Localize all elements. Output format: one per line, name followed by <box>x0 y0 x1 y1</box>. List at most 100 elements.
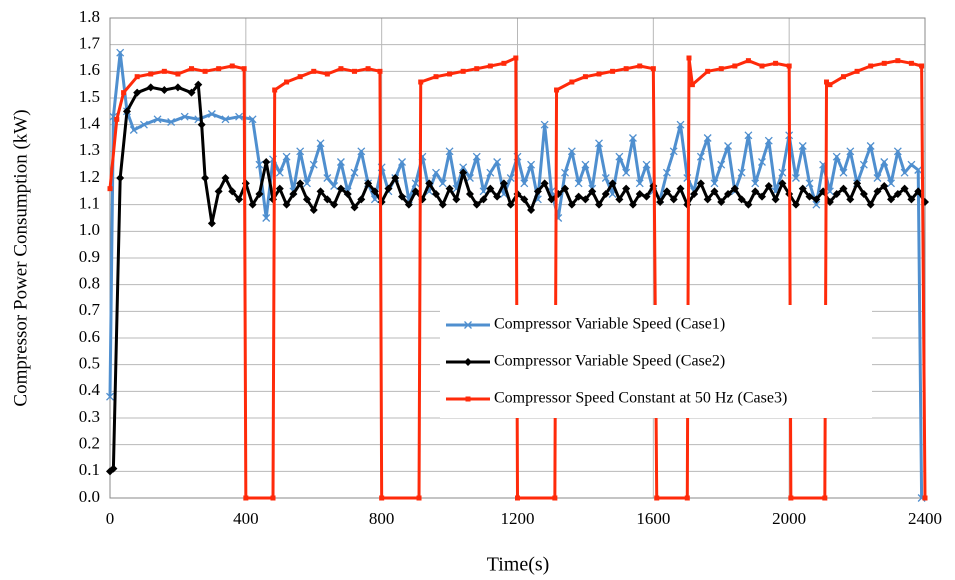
y-tick-label: 0.1 <box>79 460 100 479</box>
marker <box>832 190 841 198</box>
marker <box>696 152 705 161</box>
marker <box>527 206 536 214</box>
marker <box>107 186 113 192</box>
x-tick-label: 800 <box>369 509 395 528</box>
y-tick-label: 1.4 <box>79 114 101 133</box>
marker <box>129 126 138 134</box>
marker <box>839 168 848 177</box>
legend-label: Compressor Variable Speed (Case2) <box>494 353 725 370</box>
marker <box>506 200 515 209</box>
marker <box>866 142 875 150</box>
marker <box>696 179 705 188</box>
marker <box>642 192 651 201</box>
marker <box>109 464 118 473</box>
y-tick-label: 1.3 <box>79 140 100 159</box>
marker <box>513 55 519 61</box>
marker <box>398 192 407 201</box>
y-tick-label: 0.8 <box>79 274 100 293</box>
marker <box>900 184 909 193</box>
marker <box>788 495 794 501</box>
marker <box>914 187 923 196</box>
marker <box>289 190 298 198</box>
marker <box>487 63 493 69</box>
marker <box>662 168 671 177</box>
legend-marker <box>465 396 471 402</box>
marker <box>744 200 753 209</box>
marker <box>635 190 644 198</box>
marker <box>377 68 383 74</box>
marker <box>323 174 332 182</box>
marker <box>114 116 120 122</box>
legend-label: Compressor Speed Constant at 50 Hz (Case… <box>494 390 787 407</box>
marker <box>880 158 889 166</box>
marker <box>207 110 216 118</box>
marker <box>859 160 868 169</box>
marker <box>732 63 738 69</box>
marker <box>552 495 558 501</box>
marker <box>275 168 284 177</box>
marker <box>438 200 447 209</box>
y-tick-label: 1.7 <box>79 34 101 53</box>
marker <box>561 168 570 177</box>
marker <box>106 392 114 401</box>
marker <box>724 142 733 150</box>
marker <box>703 195 712 204</box>
marker <box>445 184 454 193</box>
legend: Compressor Variable Speed (Case1) Compres… <box>440 305 872 418</box>
marker <box>189 66 194 72</box>
marker <box>554 87 560 93</box>
y-tick-label: 0.3 <box>79 407 100 426</box>
marker <box>445 147 454 156</box>
marker <box>689 82 695 88</box>
marker <box>686 55 692 61</box>
marker <box>116 48 125 57</box>
marker <box>676 120 685 129</box>
marker <box>778 168 787 177</box>
marker <box>873 174 882 182</box>
marker <box>167 118 176 126</box>
marker <box>173 83 182 92</box>
marker <box>330 182 339 190</box>
marker <box>547 195 556 204</box>
marker <box>153 115 162 124</box>
marker <box>615 152 624 161</box>
marker <box>311 68 317 74</box>
marker <box>705 68 711 74</box>
marker <box>623 66 629 72</box>
marker <box>352 68 357 74</box>
marker <box>370 187 379 196</box>
marker <box>900 168 909 177</box>
marker <box>771 195 780 204</box>
marker <box>635 179 644 188</box>
marker <box>297 74 303 80</box>
marker <box>316 139 325 148</box>
x-tick-label: 1200 <box>501 509 535 528</box>
marker <box>447 71 453 77</box>
marker <box>221 115 230 124</box>
marker <box>175 71 181 77</box>
marker <box>201 174 210 182</box>
marker <box>520 195 529 204</box>
y-tick-label: 0.6 <box>79 327 100 346</box>
marker <box>574 179 583 188</box>
marker <box>773 60 779 66</box>
marker <box>365 66 371 72</box>
marker <box>255 190 264 198</box>
marker <box>642 160 651 169</box>
marker <box>122 107 131 116</box>
marker <box>881 60 887 66</box>
marker <box>887 195 896 204</box>
marker <box>866 200 875 209</box>
marker <box>229 63 235 69</box>
y-axis-title: Compressor Power Consumption (kW) <box>10 109 31 406</box>
marker <box>812 195 821 204</box>
marker <box>703 134 712 142</box>
marker <box>567 200 576 209</box>
marker <box>895 58 901 64</box>
marker <box>582 74 588 80</box>
marker <box>812 200 821 209</box>
marker <box>669 195 678 204</box>
marker <box>479 195 488 204</box>
marker <box>515 495 520 501</box>
